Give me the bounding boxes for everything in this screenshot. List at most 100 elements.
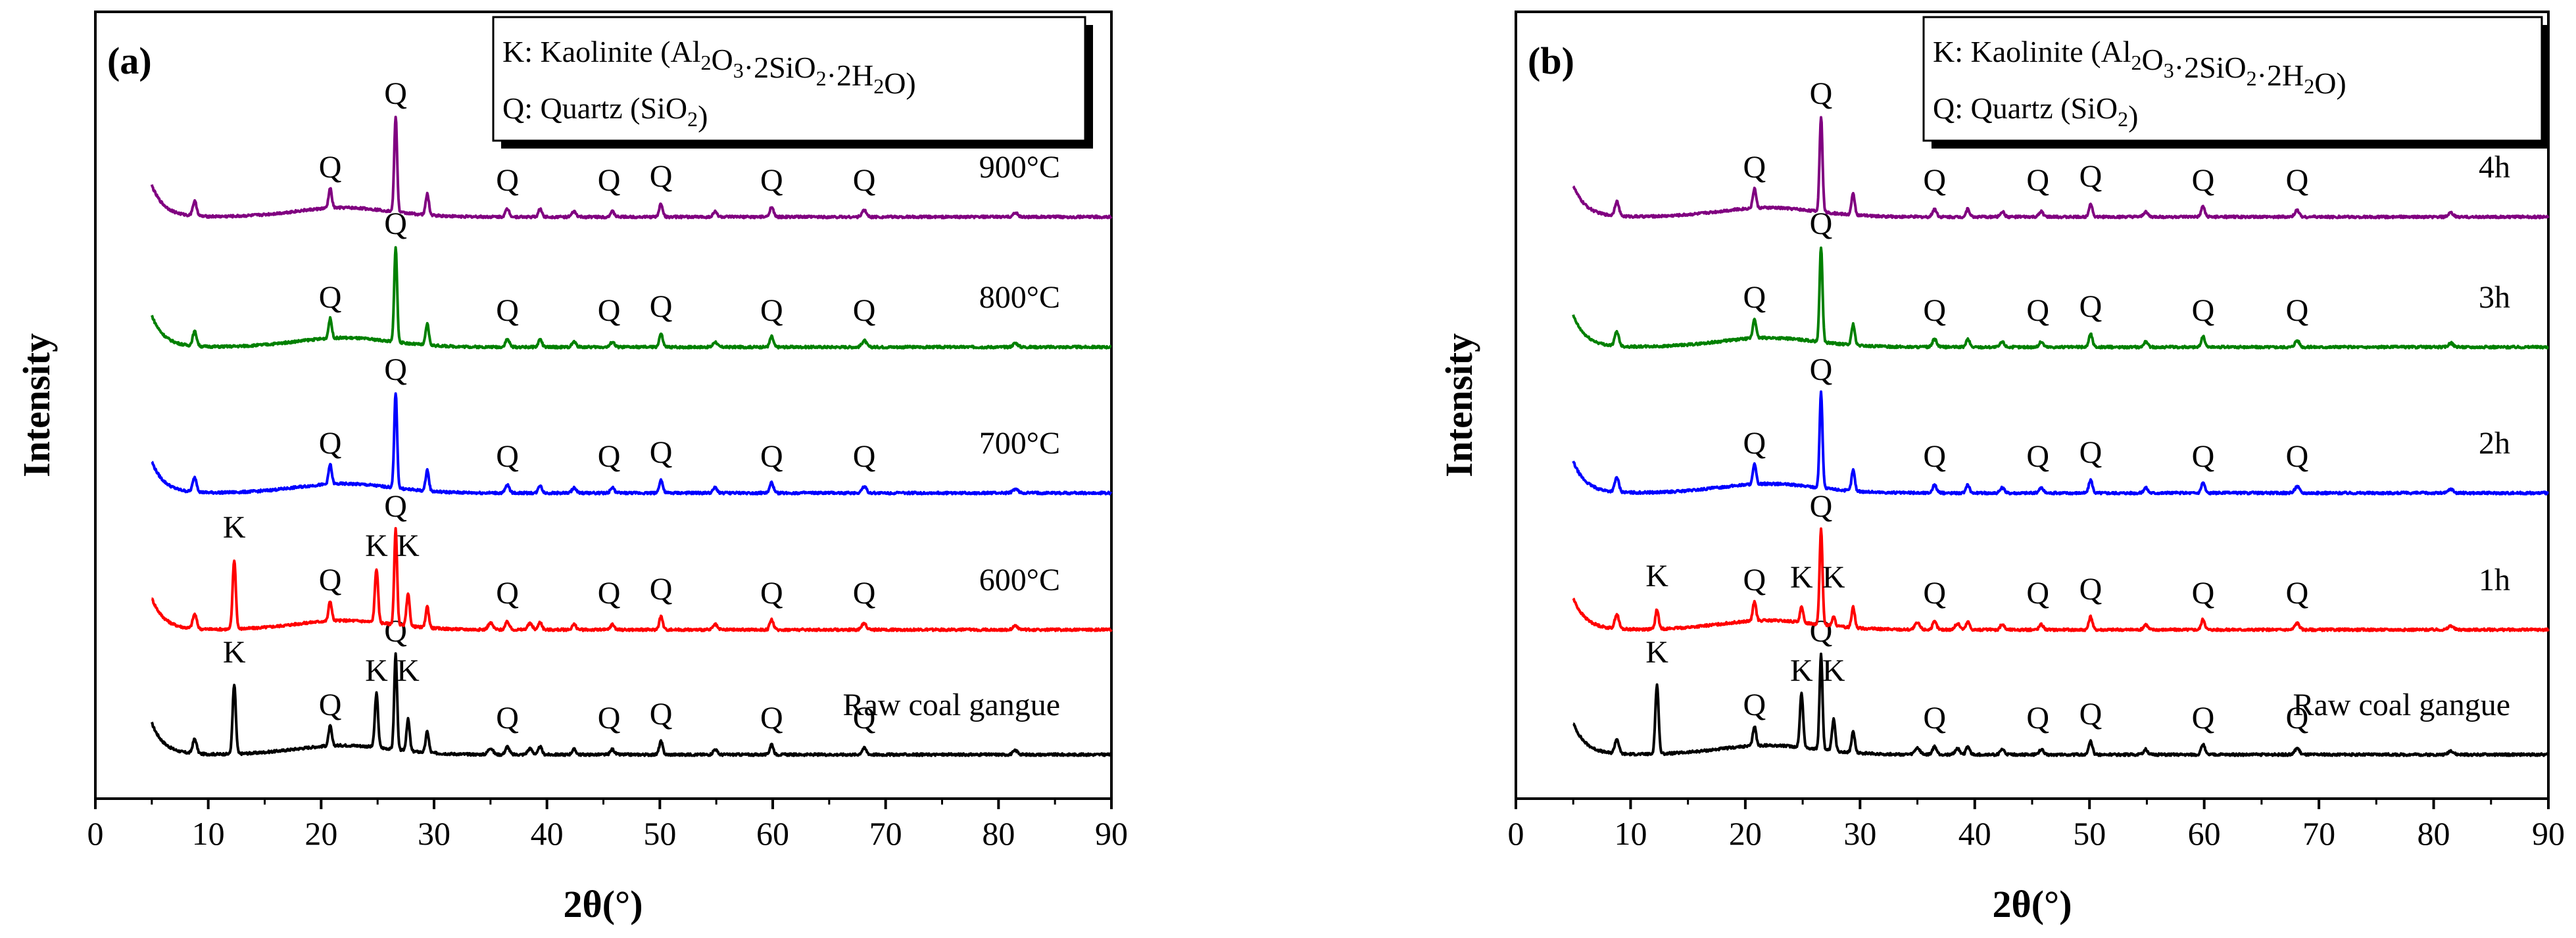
- peak-label: K: [397, 528, 420, 563]
- peak-label: Q: [2192, 163, 2215, 198]
- peak-label: Q: [384, 614, 407, 649]
- legend-box: [492, 16, 1086, 142]
- peak-label: Q: [2026, 439, 2049, 474]
- trace-2: [151, 392, 1113, 496]
- trace-label: Raw coal gangue: [842, 688, 1060, 722]
- peak-label: Q: [496, 701, 519, 736]
- peak-label: Q: [598, 163, 621, 198]
- trace-0: [150, 652, 1113, 757]
- x-tick-label: 30: [1843, 815, 1876, 852]
- x-tick-label: 60: [2188, 815, 2221, 852]
- peak-label: K: [1822, 560, 1845, 595]
- peak-label: Q: [2286, 163, 2309, 198]
- trace-label: 1h: [2479, 563, 2510, 598]
- trace-3: [1572, 246, 2550, 350]
- x-tick-label: 10: [1614, 815, 1647, 852]
- peak-label: Q: [319, 563, 342, 598]
- peak-label: Q: [384, 352, 407, 387]
- peak-label: Q: [2026, 701, 2049, 736]
- trace-label: 600°C: [979, 563, 1060, 598]
- panel-0: 0 10 20 30 40 50 60 70 80 90 2θ(°) Intensity (a) K: K…: [15, 11, 1128, 926]
- peak-label: Q: [760, 439, 783, 474]
- x-tick-label: 80: [2418, 815, 2450, 852]
- peak-label: Q: [2192, 701, 2215, 736]
- peak-label: Q: [319, 280, 342, 315]
- trace-1: [1572, 527, 2550, 632]
- peak-label: Q: [1743, 150, 1766, 185]
- peak-label: Q: [2026, 576, 2049, 611]
- peak-label: Q: [1743, 563, 1766, 598]
- trace-label: 4h: [2479, 150, 2510, 185]
- x-tick-label: 40: [1958, 815, 1991, 852]
- peak-label: K: [1790, 653, 1813, 688]
- peak-label: K: [1822, 653, 1845, 688]
- peak-label: Q: [1810, 614, 1833, 649]
- peak-label: Q: [319, 688, 342, 722]
- trace-label: 700°C: [979, 426, 1060, 461]
- x-tick-label: 40: [531, 815, 564, 852]
- legend-entry: K: Kaolinite (Al2O3·2SiO2·2H2O): [1933, 35, 2346, 100]
- legend-entry: K: Kaolinite (Al2O3·2SiO2·2H2O): [502, 35, 916, 100]
- peak-label: Q: [319, 150, 342, 185]
- peak-label: Q: [2286, 439, 2309, 474]
- trace-label: 3h: [2479, 280, 2510, 315]
- trace-label: Raw coal gangue: [2293, 688, 2510, 722]
- peak-label: Q: [853, 576, 876, 611]
- peak-label: Q: [598, 701, 621, 736]
- x-tick-label: 20: [304, 815, 337, 852]
- peak-label: Q: [2286, 576, 2309, 611]
- peak-label: Q: [496, 576, 519, 611]
- peak-label: K: [1645, 559, 1668, 594]
- x-tick-label: 60: [756, 815, 789, 852]
- trace-label: 2h: [2479, 426, 2510, 461]
- peak-label: Q: [853, 163, 876, 198]
- peak-label: Q: [650, 159, 673, 194]
- legend-box: [1922, 16, 2543, 142]
- peak-label: Q: [1743, 426, 1766, 461]
- peak-label: Q: [598, 576, 621, 611]
- peak-label: Q: [853, 439, 876, 474]
- panel-label: (b): [1528, 39, 1574, 82]
- peak-label: K: [223, 510, 246, 545]
- peak-label: Q: [2026, 163, 2049, 198]
- peak-label: Q: [1923, 163, 1946, 198]
- peak-label: Q: [1923, 293, 1946, 328]
- peak-label: Q: [650, 697, 673, 732]
- legend-entry: Q: Quartz (SiO2): [502, 91, 708, 133]
- peak-label: K: [365, 528, 388, 563]
- peak-label: Q: [2079, 289, 2102, 324]
- peak-label: Q: [650, 435, 673, 470]
- peak-label: Q: [384, 489, 407, 524]
- x-tick-label: 90: [2532, 815, 2565, 852]
- peak-label: Q: [2079, 572, 2102, 607]
- x-tick-label: 70: [2302, 815, 2335, 852]
- trace-1: [151, 527, 1113, 632]
- peak-label: K: [397, 653, 420, 688]
- x-axis-title: 2θ(°): [563, 883, 643, 926]
- trace-2: [1572, 390, 2550, 496]
- peak-label: Q: [1810, 76, 1833, 111]
- x-tick-label: 50: [643, 815, 676, 852]
- peak-label: Q: [2026, 293, 2049, 328]
- peak-label: Q: [1923, 439, 1946, 474]
- peak-label: Q: [1810, 352, 1833, 387]
- peak-label: Q: [760, 163, 783, 198]
- peak-label: Q: [853, 293, 876, 328]
- trace-4: [1572, 116, 2550, 220]
- peak-label: Q: [650, 289, 673, 324]
- peak-label: Q: [319, 426, 342, 461]
- peak-label: Q: [2079, 697, 2102, 732]
- panel-1: 0 10 20 30 40 50 60 70 80 90 2θ(°) Intensity (b) K: K…: [1438, 11, 2565, 926]
- peak-label: Q: [1923, 576, 1946, 611]
- panel-label: (a): [107, 39, 152, 82]
- trace-0: [1572, 652, 2550, 757]
- peak-label: Q: [1810, 489, 1833, 524]
- x-tick-label: 30: [418, 815, 450, 852]
- peak-label: Q: [650, 572, 673, 607]
- peak-label: Q: [496, 293, 519, 328]
- x-axis-title: 2θ(°): [1992, 883, 2072, 926]
- peak-label: Q: [760, 576, 783, 611]
- peak-label: Q: [598, 439, 621, 474]
- peak-label: Q: [2192, 576, 2215, 611]
- peak-label: Q: [853, 701, 876, 736]
